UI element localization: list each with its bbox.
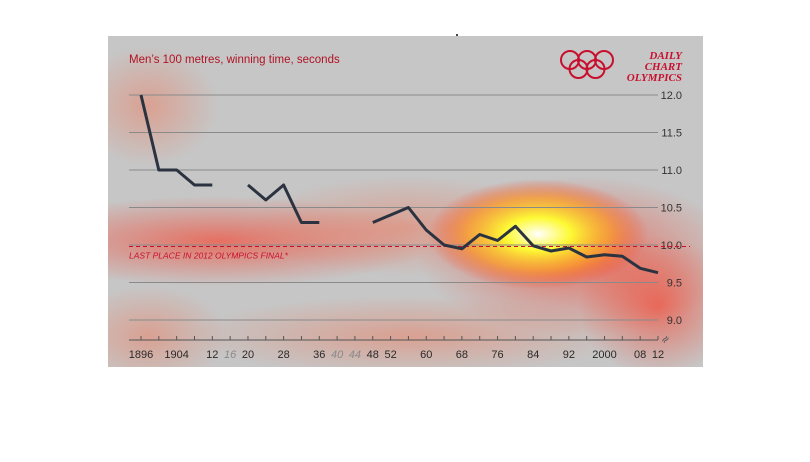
reference-line-label: LAST PLACE IN 2012 OLYMPICS FINAL* — [129, 251, 289, 261]
olympic-rings-logo — [560, 50, 614, 79]
y-tick-label: 11.5 — [661, 128, 682, 140]
x-tick-label: 92 — [563, 349, 575, 361]
x-tick-label: 60 — [420, 349, 432, 361]
x-tick-label: 52 — [384, 349, 396, 361]
x-tick-label: 44 — [349, 349, 361, 361]
chart-svg: 12.011.511.010.510.09.59.0 LAST PLACE IN… — [108, 36, 703, 367]
branding-line-olympics: OLYMPICS — [627, 72, 682, 84]
grid-lines — [129, 94, 658, 321]
series-line — [247, 183, 320, 224]
x-tick-label: 48 — [367, 349, 379, 361]
y-tick-label: 12.0 — [661, 90, 682, 102]
x-tick-label: 28 — [277, 349, 289, 361]
x-tick-label: 2000 — [592, 349, 616, 361]
y-tick-label: 11.0 — [661, 165, 682, 177]
x-tick-label: 68 — [456, 349, 468, 361]
x-tick-label: 1904 — [164, 349, 188, 361]
x-tick-label: 20 — [242, 349, 254, 361]
y-tick-label: 10.5 — [661, 203, 682, 215]
x-axis: 1896 1904 12 16 20 28 36 40 44 48 52 60 68 76 84 92 2000… — [129, 331, 673, 361]
series-line — [139, 94, 213, 187]
stray-dot — [456, 34, 458, 36]
x-tick-label: 16 — [224, 349, 237, 361]
x-tick-label: 08 — [634, 349, 646, 361]
x-tick-label: 36 — [313, 349, 325, 361]
chart-panel: 12.0 11.5 11.0 10.5 10.0 9.5 9.0 LAST PLACE IN… — [108, 36, 703, 367]
series-line — [372, 206, 659, 275]
x-tick-label: 76 — [491, 349, 503, 361]
x-tick-label: 40 — [331, 349, 344, 361]
chart-subtitle: Men’s 100 metres, winning time, seconds — [129, 54, 340, 66]
reference-line-group: LAST PLACE IN 2012 OLYMPICS FINAL* — [129, 246, 690, 261]
x-tick-label: 84 — [527, 349, 539, 361]
x-tick-label: 12 — [652, 349, 664, 361]
branding-line-daily: DAILY — [648, 50, 683, 62]
y-tick-label: 9.0 — [667, 315, 682, 327]
branding-line-chart: CHART — [645, 61, 684, 73]
y-tick-label: 9.5 — [667, 278, 682, 290]
series-lines — [139, 94, 659, 275]
x-tick-label: 1896 — [129, 349, 153, 361]
x-tick-label: 12 — [206, 349, 218, 361]
heatmap-overlay — [108, 46, 703, 367]
